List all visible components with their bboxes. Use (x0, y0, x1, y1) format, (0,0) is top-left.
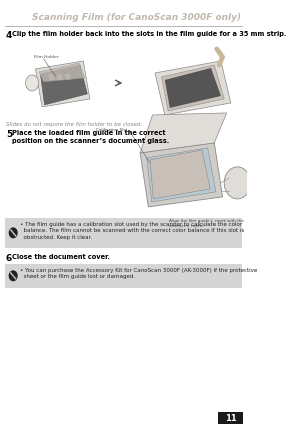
Text: 11: 11 (225, 414, 237, 423)
FancyBboxPatch shape (5, 264, 242, 288)
Circle shape (26, 75, 39, 91)
Text: Close the document cover.: Close the document cover. (11, 254, 110, 260)
Circle shape (9, 271, 18, 282)
Text: 5: 5 (6, 130, 12, 139)
Polygon shape (162, 65, 224, 111)
Text: Align the film guide’s  mark with the
scanner’s  mark.: Align the film guide’s mark with the sca… (169, 219, 244, 228)
Polygon shape (65, 74, 71, 80)
Text: • The film guide has a calibration slot used by the scanner to calculate the col: • The film guide has a calibration slot … (20, 222, 244, 240)
Text: Clip the film holder back into the slots in the film guide for a 35 mm strip.: Clip the film holder back into the slots… (11, 31, 286, 37)
Polygon shape (155, 61, 231, 115)
Text: Place the loaded film guide in the correct
position on the scanner’s document gl: Place the loaded film guide in the corre… (11, 130, 169, 145)
Polygon shape (150, 150, 210, 199)
FancyBboxPatch shape (218, 412, 243, 424)
Polygon shape (140, 143, 223, 207)
Text: Calibration Slot: Calibration Slot (96, 128, 128, 132)
FancyBboxPatch shape (5, 218, 242, 248)
Polygon shape (39, 63, 85, 82)
Text: 6: 6 (6, 254, 12, 263)
Text: 4: 4 (6, 31, 12, 40)
Circle shape (9, 227, 18, 238)
Polygon shape (165, 68, 221, 108)
Polygon shape (35, 61, 90, 107)
Circle shape (224, 167, 250, 199)
Polygon shape (40, 65, 87, 105)
Polygon shape (49, 74, 54, 80)
Text: Scanning Film (for CanoScan 3000F only): Scanning Film (for CanoScan 3000F only) (32, 14, 241, 22)
Polygon shape (147, 148, 216, 202)
Text: Film Holder: Film Holder (34, 55, 58, 59)
Polygon shape (140, 113, 227, 153)
Polygon shape (57, 74, 63, 80)
Text: Slides do not require the film holder to be closed.: Slides do not require the film holder to… (6, 122, 142, 127)
Text: • You can purchase the Accessory Kit for CanoScan 3000F (AK-3000F) if the protec: • You can purchase the Accessory Kit for… (20, 268, 257, 279)
